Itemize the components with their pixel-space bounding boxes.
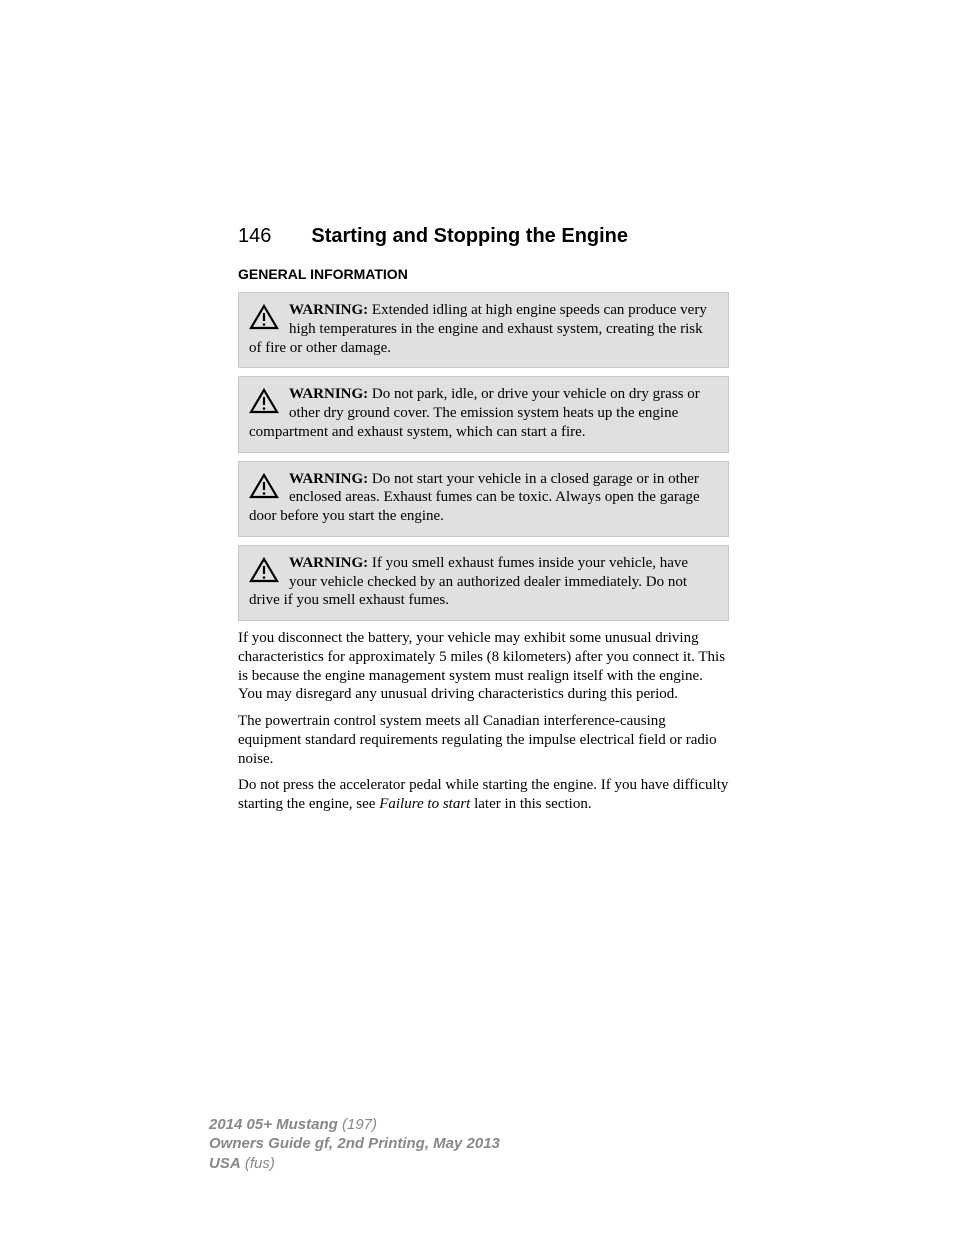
page-header: 146 Starting and Stopping the Engine — [238, 225, 729, 248]
page-footer: 2014 05+ Mustang (197) Owners Guide gf, … — [209, 1115, 500, 1174]
footer-model: 2014 05+ Mustang — [209, 1116, 338, 1133]
footer-region: USA — [209, 1155, 241, 1172]
warning-label: WARNING: — [289, 471, 368, 487]
warning-triangle-icon — [249, 556, 279, 590]
section-heading: GENERAL INFORMATION — [238, 266, 729, 282]
warning-triangle-icon — [249, 303, 279, 337]
footer-code: (fus) — [241, 1155, 275, 1172]
chapter-title: Starting and Stopping the Engine — [311, 225, 628, 248]
footer-line: USA (fus) — [209, 1154, 500, 1174]
page-number: 146 — [238, 225, 271, 248]
footer-code: (197) — [338, 1116, 377, 1133]
footer-line: Owners Guide gf, 2nd Printing, May 2013 — [209, 1134, 500, 1154]
body-paragraph: If you disconnect the battery, your vehi… — [238, 629, 729, 704]
warning-label: WARNING: — [289, 555, 368, 571]
footer-line: 2014 05+ Mustang (197) — [209, 1115, 500, 1135]
para-italic: Failure to start — [379, 796, 470, 812]
document-page: 146 Starting and Stopping the Engine GEN… — [0, 0, 954, 814]
body-paragraph: The powertrain control system meets all … — [238, 712, 729, 768]
body-paragraph: Do not press the accelerator pedal while… — [238, 776, 729, 814]
warning-box: WARNING: If you smell exhaust fumes insi… — [238, 545, 729, 621]
warning-label: WARNING: — [289, 386, 368, 402]
warning-triangle-icon — [249, 472, 279, 506]
warning-box: WARNING: Do not start your vehicle in a … — [238, 461, 729, 537]
warning-label: WARNING: — [289, 302, 368, 318]
warning-box: WARNING: Do not park, idle, or drive you… — [238, 376, 729, 452]
warning-box: WARNING: Extended idling at high engine … — [238, 292, 729, 368]
warning-triangle-icon — [249, 387, 279, 421]
para-text: later in this section. — [470, 796, 591, 812]
